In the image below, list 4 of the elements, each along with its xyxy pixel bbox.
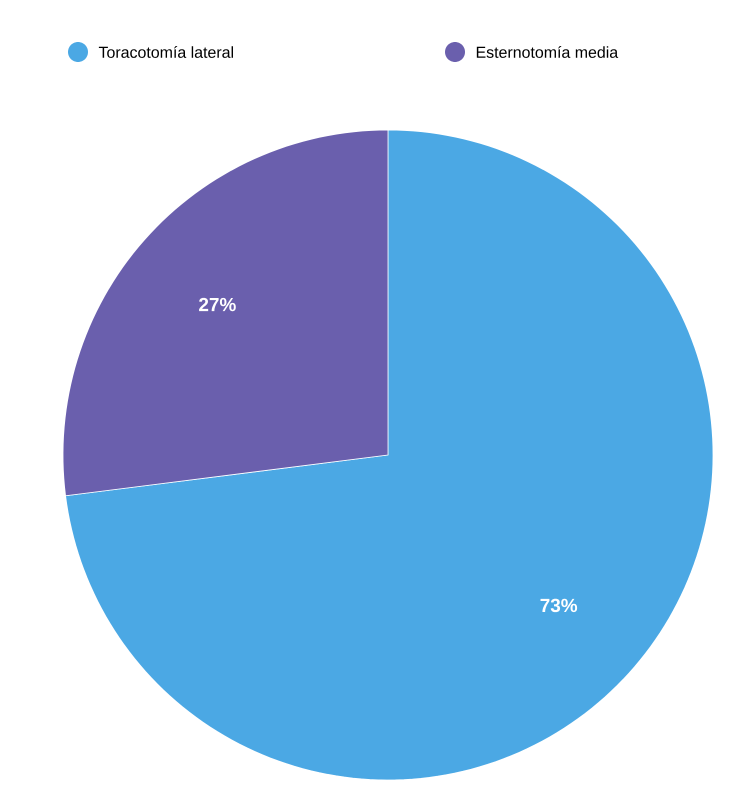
- data-label: 27%: [199, 298, 236, 312]
- legend-label: Toracotomía lateral: [98, 46, 233, 58]
- legend-label: Esternotomía media: [476, 46, 618, 58]
- data-label: 73%: [540, 598, 578, 612]
